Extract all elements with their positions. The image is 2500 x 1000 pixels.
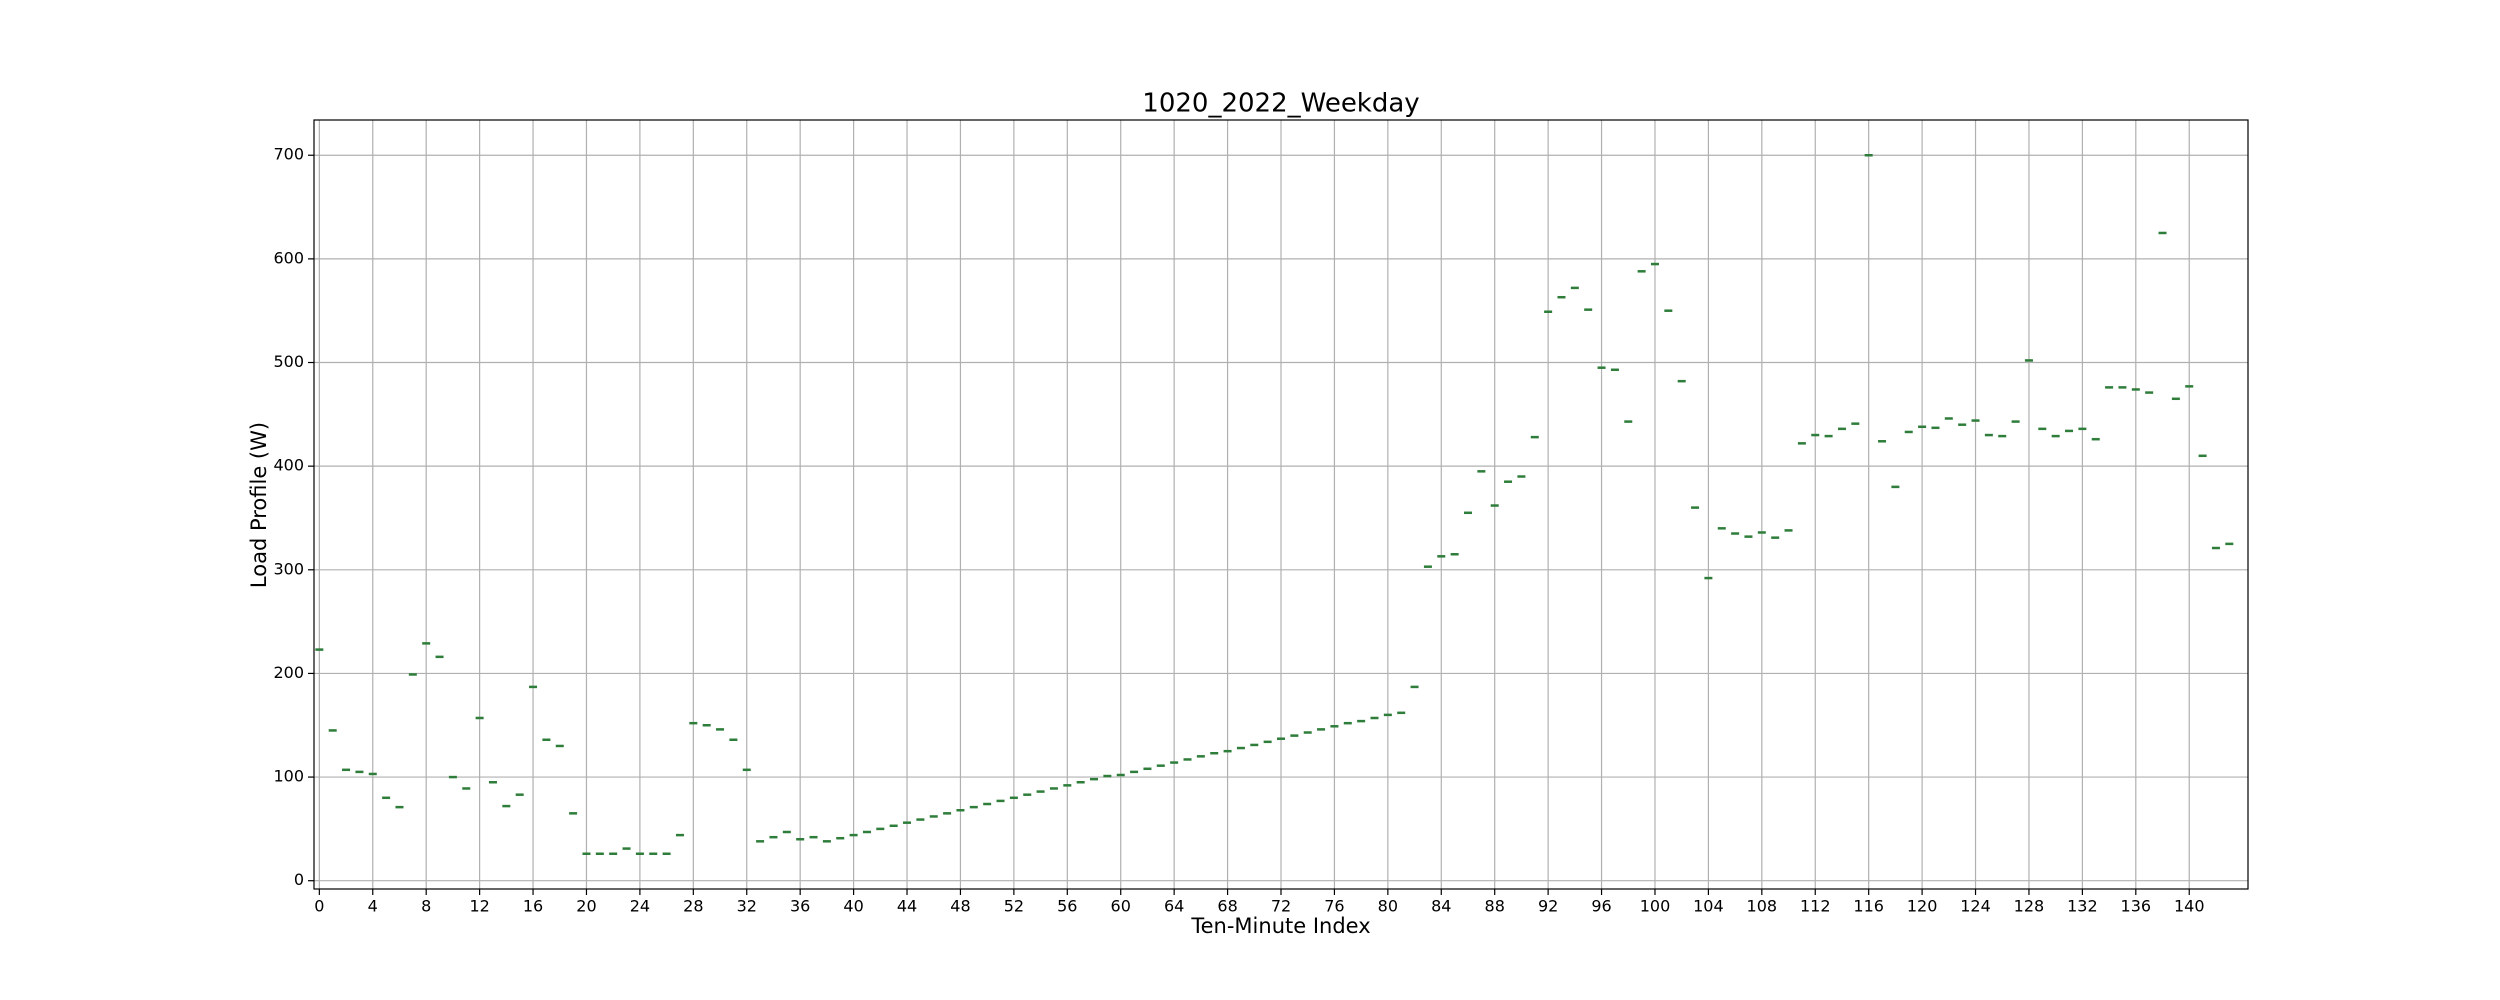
x-tick-label: 68: [1217, 897, 1237, 916]
x-tick-label: 92: [1538, 897, 1558, 916]
y-tick-label: 500: [273, 352, 304, 371]
x-tick-label: 60: [1111, 897, 1131, 916]
x-tick-label: 48: [950, 897, 970, 916]
x-tick-label: 8: [421, 897, 431, 916]
x-tick-label: 104: [1693, 897, 1724, 916]
plot-frame: [313, 119, 2249, 890]
x-tick-label: 72: [1271, 897, 1291, 916]
x-tick-label: 112: [1800, 897, 1831, 916]
x-tick-label: 136: [2121, 897, 2152, 916]
y-tick-label: 0: [294, 870, 304, 889]
x-tick-label: 140: [2174, 897, 2205, 916]
x-tick-label: 132: [2067, 897, 2098, 916]
x-tick-label: 100: [1640, 897, 1671, 916]
y-tick-label: 100: [273, 767, 304, 786]
x-tick-label: 16: [523, 897, 543, 916]
x-tick-label: 28: [683, 897, 703, 916]
x-tick-label: 88: [1485, 897, 1505, 916]
x-tick-label: 44: [897, 897, 917, 916]
x-tick-label: 80: [1378, 897, 1398, 916]
y-axis-label: Load Profile (W): [247, 422, 271, 588]
x-tick-label: 24: [630, 897, 650, 916]
x-tick-label: 116: [1853, 897, 1884, 916]
x-tick-label: 124: [1960, 897, 1991, 916]
chart-title: 1020_2022_Weekday: [1142, 89, 1419, 119]
x-tick-label: 128: [2014, 897, 2045, 916]
y-tick-label: 300: [273, 559, 304, 578]
y-tick-label: 700: [273, 145, 304, 164]
x-tick-label: 52: [1004, 897, 1024, 916]
x-tick-label: 0: [314, 897, 324, 916]
x-axis-label: Ten-Minute Index: [1190, 914, 1370, 938]
y-tick-label: 400: [273, 456, 304, 475]
x-tick-label: 32: [737, 897, 757, 916]
x-tick-label: 20: [576, 897, 596, 916]
x-tick-label: 64: [1164, 897, 1184, 916]
x-tick-label: 76: [1324, 897, 1344, 916]
x-tick-label: 96: [1591, 897, 1611, 916]
y-tick-label: 200: [273, 663, 304, 682]
x-tick-label: 108: [1747, 897, 1778, 916]
x-tick-label: 4: [368, 897, 378, 916]
y-tick-label: 600: [273, 248, 304, 267]
x-tick-label: 12: [469, 897, 489, 916]
x-tick-label: 120: [1907, 897, 1938, 916]
x-tick-label: 84: [1431, 897, 1451, 916]
x-tick-label: 36: [790, 897, 810, 916]
x-tick-label: 56: [1057, 897, 1077, 916]
x-tick-label: 40: [843, 897, 863, 916]
